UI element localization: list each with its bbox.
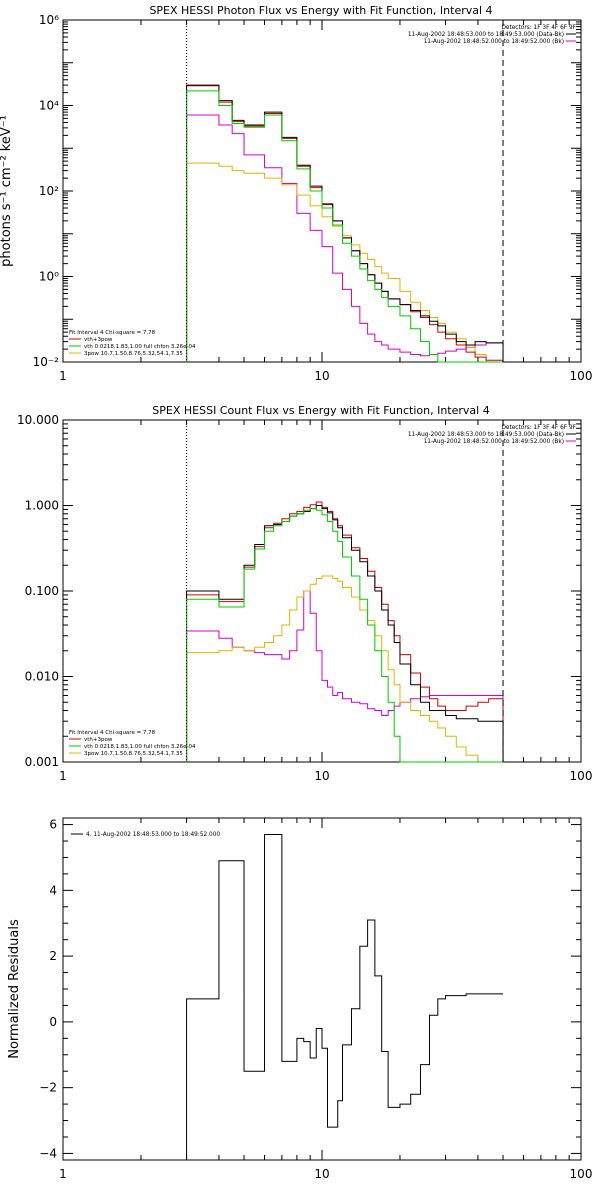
photon-flux-series-vth-3pow — [186, 85, 504, 362]
count-flux-fit-legend-entry: vth+3pow — [84, 737, 113, 743]
residuals-panel: Normalized Residuals 1 10 100 −4 −2 0 2 4 6 4. 11… — [7, 817, 593, 1181]
photon-flux-fit-legend-entry: vth+3pow — [84, 337, 113, 343]
residuals-x-tick-label: 10 — [314, 1167, 329, 1181]
count-flux-series-3pow — [186, 575, 504, 763]
residuals-series-line — [186, 833, 504, 1160]
count-flux-y-tick-label: 0.100 — [25, 584, 59, 598]
photon-flux-x-tick-label: 100 — [570, 369, 593, 383]
photon-flux-time-range-label: 11-Aug-2002 18:48:53.000 to 18:49:53.000… — [408, 32, 564, 38]
photon-flux-fit-legend-entry: 3pow 10.7,1.50,8.76,5.32,54.1,7.35 — [84, 351, 183, 357]
count-flux-detectors-label: Detectors: 1F 3F 4F 6F 9F — [501, 425, 576, 431]
residuals-y-tick-label: −4 — [39, 1146, 57, 1160]
count-flux-x-tick-label: 10 — [314, 769, 329, 783]
count-flux-x-tick-label: 100 — [570, 769, 593, 783]
photon-flux-series-bk — [186, 114, 504, 362]
count-flux-fit-legend-entry: 3pow 10.7,1.50,8.76,5.32,54.1,7.35 — [84, 751, 183, 757]
count-flux-time-range-label: 11-Aug-2002 18:48:53.000 to 18:49:53.000… — [408, 432, 564, 438]
photon-flux-series-vth — [186, 90, 504, 363]
photon-flux-x-tick-label: 10 — [314, 369, 329, 383]
count-flux-panel: SPEX HESSI Count Flux vs Energy with Fit… — [17, 404, 592, 783]
count-flux-x-tick-label: 1 — [59, 769, 67, 783]
residuals-legend-label: 4. 11-Aug-2002 18:48:53.000 to 18:49:52.… — [86, 832, 220, 838]
residuals-y-tick-label: 2 — [49, 949, 57, 963]
photon-flux-y-tick-label: 10⁴ — [39, 99, 59, 113]
count-flux-y-tick-label: 10.000 — [17, 413, 59, 427]
photon-flux-x-tick-label: 1 — [59, 369, 67, 383]
photon-flux-detectors-label: Detectors: 1F 3F 4F 6F 9F — [501, 25, 576, 31]
residuals-x-tick-label: 100 — [570, 1167, 593, 1181]
residuals-y-tick-label: 6 — [49, 818, 57, 832]
count-flux-title: SPEX HESSI Count Flux vs Energy with Fit… — [152, 404, 489, 417]
photon-flux-y-axis-label: photons s⁻¹ cm⁻² keV⁻¹ — [0, 115, 14, 267]
residuals-axes-frame — [62, 817, 582, 1161]
residuals-y-axis-label: Normalized Residuals — [7, 919, 22, 1059]
count-flux-fit-legend-title: Fit Interval 4 Chi-square = 7.78 — [69, 730, 156, 736]
photon-flux-y-tick-label: 10⁻² — [33, 355, 60, 369]
photon-flux-y-tick-label: 10⁰ — [39, 270, 59, 284]
count-flux-series-data-bk — [186, 505, 504, 762]
count-flux-series-vth — [186, 508, 504, 763]
photon-flux-y-tick-label: 10⁶ — [39, 13, 59, 27]
count-flux-y-tick-label: 0.010 — [25, 670, 59, 684]
photon-flux-y-tick-label: 10² — [39, 184, 59, 198]
count-flux-series-vth-3pow — [186, 501, 504, 762]
residuals-y-tick-label: 4 — [49, 883, 57, 897]
photon-flux-title: SPEX HESSI Photon Flux vs Energy with Fi… — [149, 4, 492, 17]
residuals-x-tick-label: 1 — [59, 1167, 67, 1181]
photon-flux-fit-legend-entry: vth 0.0218,1.83,1.00 full chfon 3.26e-04 — [84, 344, 196, 350]
residuals-y-tick-label: −2 — [39, 1081, 57, 1095]
photon-flux-fit-legend-title: Fit Interval 4 Chi-square = 7.78 — [69, 330, 156, 336]
photon-flux-series-3pow — [186, 162, 504, 363]
photon-flux-panel: SPEX HESSI Photon Flux vs Energy with Fi… — [0, 4, 592, 383]
count-flux-y-tick-label: 0.001 — [25, 755, 59, 769]
photon-flux-series-data-bk — [186, 84, 504, 362]
count-flux-fit-legend-entry: vth 0.0218,1.83,1.00 full chfon 3.26e-04 — [84, 744, 196, 750]
count-flux-time-range-label: 11-Aug-2002 18:48:52.000 to 18:49:52.000… — [424, 439, 564, 445]
count-flux-y-tick-label: 1.000 — [25, 499, 59, 513]
photon-flux-time-range-label: 11-Aug-2002 18:48:52.000 to 18:49:52.000… — [424, 39, 564, 45]
residuals-y-tick-label: 0 — [49, 1015, 57, 1029]
